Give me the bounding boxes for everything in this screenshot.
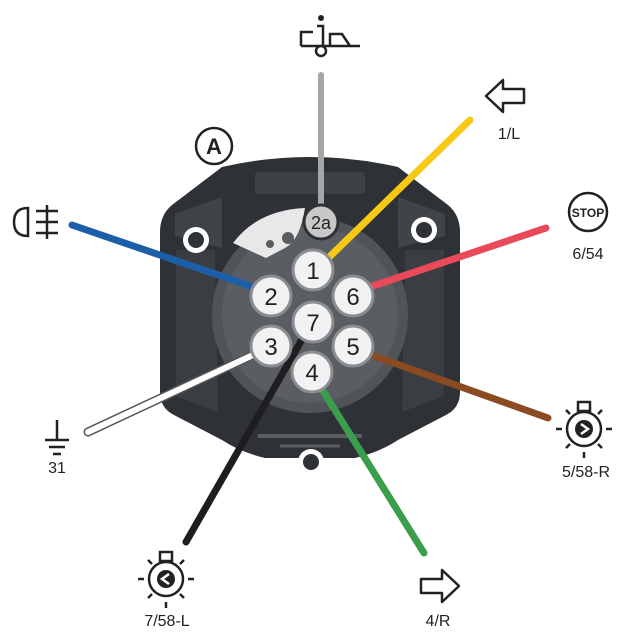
- pin-label-6: 6: [346, 284, 359, 311]
- pin-label-2a: 2a: [311, 213, 332, 233]
- left-lamp-icon: [138, 550, 194, 608]
- pin-label-4: 4: [305, 360, 318, 387]
- right-arrow-icon: [419, 568, 461, 604]
- terminal-label-31: 31: [48, 460, 66, 477]
- pin-2a: 2a: [302, 203, 340, 241]
- pin-label-7: 7: [306, 310, 319, 337]
- trailer-info-icon: [299, 15, 360, 58]
- pin-7: 7: [291, 300, 335, 344]
- wire-5: [348, 344, 552, 422]
- callout-a: A: [194, 126, 234, 166]
- mount-hole-bottom: [298, 449, 324, 475]
- terminal-label-6-54: 6/54: [572, 246, 604, 263]
- pin-6: 6: [331, 274, 375, 318]
- pin-label-1: 1: [306, 258, 319, 285]
- wire-1: [314, 116, 474, 272]
- terminal-label-4r: 4/R: [425, 613, 451, 630]
- wire-2: [68, 221, 272, 296]
- ground-icon: [45, 420, 69, 456]
- pin-label-5: 5: [346, 334, 359, 361]
- mount-hole-right: [411, 217, 437, 243]
- pin-1: 1: [291, 248, 335, 292]
- terminal-label-7-58l: 7/58-L: [144, 613, 190, 630]
- pin-4: 4: [290, 350, 334, 394]
- stop-icon: STOP: [567, 191, 609, 233]
- pin-2: 2: [249, 274, 293, 318]
- pin-label-3: 3: [264, 334, 277, 361]
- right-lamp-icon: [556, 400, 612, 458]
- fog-light-icon: [12, 205, 58, 239]
- wire-6: [348, 224, 550, 297]
- svg-text:STOP: STOP: [572, 206, 604, 220]
- left-arrow-icon: [484, 78, 526, 114]
- wire-4: [306, 366, 428, 557]
- pin-3: 3: [249, 324, 293, 368]
- svg-text:A: A: [206, 134, 222, 159]
- pin-label-2: 2: [264, 284, 277, 311]
- wire-3: [85, 345, 271, 435]
- terminal-label-5-58r: 5/58-R: [561, 464, 611, 481]
- mount-hole-left: [183, 227, 209, 253]
- pin-5: 5: [331, 324, 375, 368]
- wire-7: [182, 318, 316, 546]
- terminal-label-1l: 1/L: [497, 126, 521, 143]
